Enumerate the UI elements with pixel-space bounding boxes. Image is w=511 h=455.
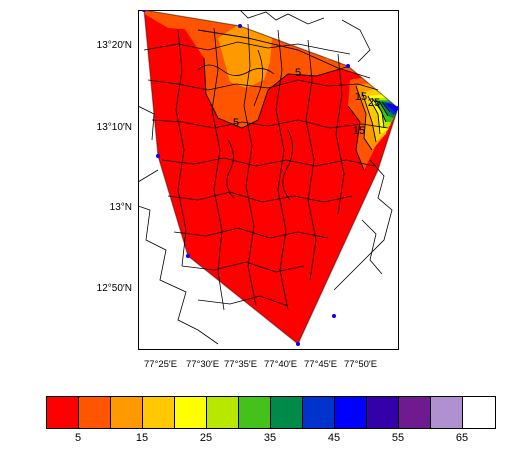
contour-label: 15 (353, 125, 365, 137)
contour-label: 5 (295, 67, 301, 79)
lon-label: 77°30′E (186, 359, 220, 370)
legend-swatch (207, 397, 239, 428)
lat-label: 13°10′N (96, 122, 132, 133)
legend-swatch (303, 397, 335, 428)
legend-swatch (143, 397, 175, 428)
contour-label: 15 (355, 91, 367, 103)
legend-label: 55 (391, 432, 405, 444)
station-point (238, 24, 242, 28)
station-point (332, 314, 336, 318)
lon-label: 77°35′E (224, 359, 258, 370)
legend-label: 45 (327, 432, 341, 444)
legend-swatch (79, 397, 111, 428)
legend-label: 15 (135, 432, 149, 444)
contour-map: 5 5 15 15 25 (138, 10, 399, 346)
legend-label: 35 (263, 432, 277, 444)
station-point (156, 154, 160, 158)
legend-swatch (367, 397, 399, 428)
contour-value-labels: 5 5 15 15 25 (233, 67, 380, 137)
station-point (186, 254, 190, 258)
station-point (296, 342, 300, 346)
station-point (346, 64, 350, 68)
legend-swatch (431, 397, 463, 428)
legend-label: 25 (199, 432, 213, 444)
lon-label: 77°45′E (304, 359, 338, 370)
lat-label: 12°50′N (96, 283, 132, 294)
legend-swatch (271, 397, 303, 428)
station-points (142, 10, 399, 346)
lon-label: 77°25′E (144, 359, 178, 370)
legend-swatch (335, 397, 367, 428)
lon-label: 77°40′E (264, 359, 298, 370)
convex-hull-outline (143, 10, 399, 345)
station-point (396, 106, 399, 110)
legend-label: 65 (455, 432, 469, 444)
contour-label: 25 (368, 97, 380, 109)
legend-swatch (175, 397, 207, 428)
lat-label: 13°N (109, 202, 132, 213)
legend-swatch (111, 397, 143, 428)
contour-label: 5 (233, 117, 239, 129)
legend-swatch (239, 397, 271, 428)
lat-label: 13°20′N (96, 40, 132, 51)
legend-swatch (47, 397, 79, 428)
legend-swatch (463, 397, 495, 428)
legend-label: 5 (74, 432, 82, 444)
district-boundaries (138, 10, 393, 345)
contour-lines (197, 29, 391, 171)
lon-label: 77°50′E (344, 359, 378, 370)
legend-swatch (399, 397, 431, 428)
station-point (142, 10, 146, 12)
color-legend (46, 396, 496, 429)
